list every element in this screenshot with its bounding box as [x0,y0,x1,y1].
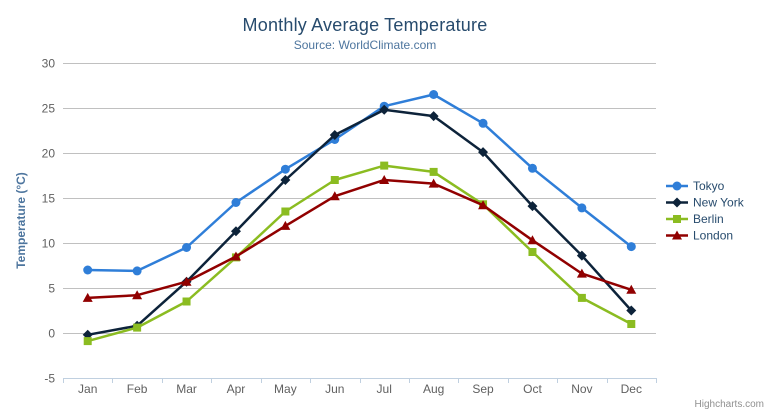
y-axis-tick-label: 5 [48,282,55,296]
diamond-marker[interactable] [329,130,340,140]
x-axis-tick-label: Nov [571,382,592,396]
triangle-marker[interactable] [672,230,682,240]
x-axis-tick-label: Jan [78,382,97,396]
triangle-marker[interactable] [132,290,143,300]
series-tokyo[interactable] [83,90,636,276]
diamond-marker[interactable] [527,201,538,212]
series-line[interactable] [86,164,633,343]
legend-label: New York [693,196,745,210]
circle-marker[interactable] [478,118,488,128]
x-axis-tick-label: Jun [325,382,344,396]
chart-subtitle: Source: WorldClimate.com [293,38,437,52]
circle-marker[interactable] [182,243,192,252]
square-marker[interactable] [577,293,586,302]
y-axis-tick-label: 25 [42,102,56,116]
y-axis-tick-label: -5 [44,372,55,386]
circle-marker[interactable] [577,203,587,213]
triangle-marker[interactable] [626,284,637,294]
triangle-marker[interactable] [280,220,291,230]
series-line[interactable] [86,93,633,273]
circle-marker[interactable] [626,242,636,252]
triangle-marker[interactable] [329,191,340,201]
series-new-york[interactable] [82,104,637,340]
diamond-marker[interactable] [478,147,489,158]
x-axis-tick-label: Oct [523,382,542,396]
y-axis-tick-label: 0 [48,327,55,341]
circle-marker[interactable] [672,181,682,191]
diamond-marker[interactable] [280,175,291,185]
legend-item-berlin[interactable]: Berlin [666,212,724,226]
x-axis-tick-label: Mar [176,382,197,396]
chart-title: Monthly Average Temperature [242,15,488,35]
legend-label: Tokyo [693,179,725,193]
triangle-marker[interactable] [428,178,439,188]
x-axis-tick-label: Jul [377,382,392,396]
x-axis-tick-label: Apr [227,382,246,396]
legend-item-new-york[interactable]: New York [666,196,745,210]
triangle-marker[interactable] [478,200,489,210]
legend-label: Berlin [693,212,724,226]
diamond-marker[interactable] [672,197,682,208]
y-axis-tick-label: 30 [42,57,56,71]
diamond-marker[interactable] [576,250,587,261]
triangle-marker[interactable] [230,251,241,261]
series-london[interactable] [82,175,637,302]
legend-item-tokyo[interactable]: Tokyo [666,179,725,193]
circle-marker[interactable] [132,266,142,276]
square-marker[interactable] [429,167,438,176]
square-marker[interactable] [281,207,290,216]
square-marker[interactable] [133,323,142,332]
diamond-marker[interactable] [626,305,637,316]
square-marker[interactable] [83,337,92,346]
y-axis-title: Temperature (°C) [14,172,28,269]
circle-marker[interactable] [280,164,290,174]
y-axis-tick-label: 10 [42,237,56,251]
square-marker[interactable] [673,215,681,223]
legend-item-london[interactable]: London [666,229,733,243]
x-axis-tick-label: Feb [127,382,148,396]
triangle-marker[interactable] [82,292,93,302]
triangle-marker[interactable] [576,268,587,278]
credits-link[interactable]: Highcharts.com [694,399,764,410]
circle-marker[interactable] [83,265,93,275]
series-line[interactable] [86,178,633,300]
diamond-marker[interactable] [230,226,241,237]
square-marker[interactable] [627,320,636,328]
circle-marker[interactable] [527,163,537,173]
x-axis-tick-label: Sep [472,382,494,396]
square-marker[interactable] [182,297,191,306]
circle-marker[interactable] [231,198,241,207]
y-axis-tick-label: 20 [42,147,56,161]
series-line[interactable] [86,108,633,337]
diamond-marker[interactable] [379,104,390,115]
circle-marker[interactable] [429,90,439,99]
square-marker[interactable] [528,248,537,256]
triangle-marker[interactable] [181,276,192,286]
square-marker[interactable] [380,161,389,170]
x-axis-tick-label: Aug [423,382,444,396]
triangle-marker[interactable] [379,175,390,184]
triangle-marker[interactable] [527,235,538,245]
square-marker[interactable] [330,176,339,184]
x-axis-tick-label: Dec [621,382,642,396]
x-axis-tick-label: May [274,382,297,396]
y-axis-tick-label: 15 [42,192,56,206]
legend-label: London [693,229,733,243]
diamond-marker[interactable] [428,111,439,122]
